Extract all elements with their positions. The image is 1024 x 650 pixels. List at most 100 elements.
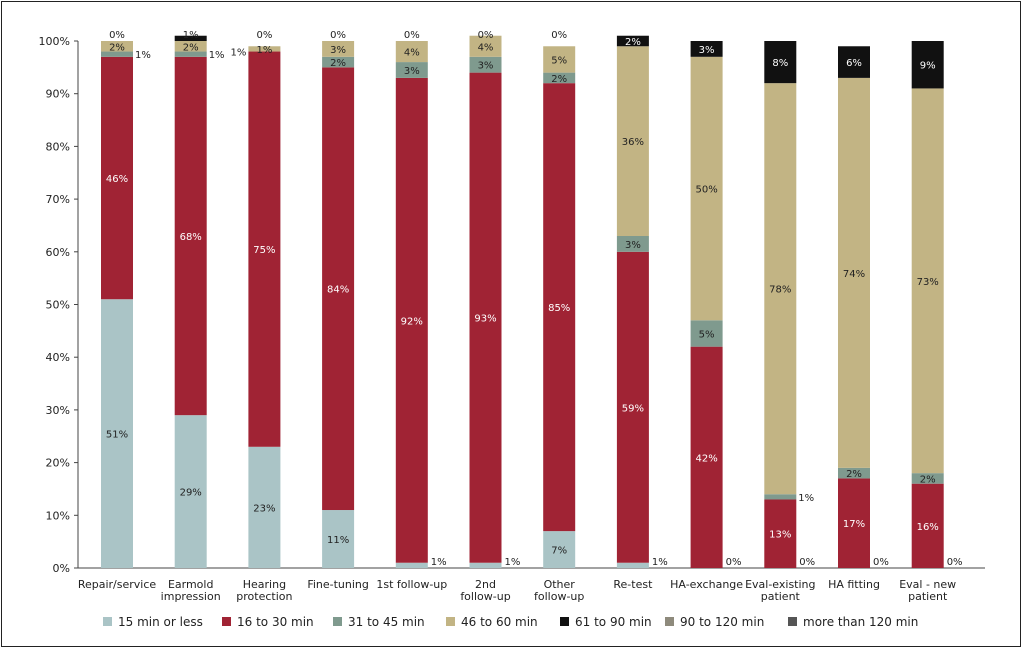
bar-segment	[395, 77, 428, 563]
bars-layer	[101, 35, 944, 568]
y-tick-label: 70%	[46, 193, 70, 206]
x-tick-label-line: Hearing	[243, 578, 286, 591]
y-tick-label: 30%	[46, 404, 70, 417]
bar-segment	[101, 51, 133, 57]
bar-segment	[174, 35, 207, 41]
bar-segment	[248, 51, 281, 447]
bar-segment	[764, 499, 797, 568]
bar-segment	[395, 562, 428, 568]
data-label: 3%	[625, 240, 641, 251]
bar-segment	[543, 531, 576, 568]
bar-segment	[395, 41, 428, 63]
data-label: 74%	[843, 269, 865, 280]
bar-segment	[690, 56, 723, 321]
data-label: 2%	[846, 469, 862, 480]
bar-segment	[174, 56, 207, 416]
bar-segment	[838, 467, 870, 479]
bar-segment	[101, 41, 133, 52]
labels-layer: 51%46%1%2%0%29%68%1%2%1%23%75%1%0%11%84%…	[106, 30, 963, 568]
bar-segment	[838, 478, 870, 568]
bar-segment	[690, 346, 723, 568]
data-label: 75%	[253, 245, 275, 256]
legend-swatch	[222, 617, 231, 626]
x-tick-label: Eval-existing patient	[745, 578, 815, 603]
data-label: 0%	[478, 30, 494, 41]
legend-label: more than 120 min	[803, 615, 918, 629]
x-tick-label-line: Fine-tuning	[307, 578, 369, 591]
data-label: 8%	[772, 58, 788, 69]
x-tick-label-line: Re-test	[613, 578, 653, 591]
legend-swatch	[333, 617, 342, 626]
y-tick-label: 40%	[46, 351, 70, 364]
data-label: 23%	[253, 503, 275, 514]
bar-segment	[248, 446, 281, 568]
data-label: 2%	[625, 37, 641, 48]
data-label: 6%	[846, 58, 862, 69]
legend-swatch	[560, 617, 569, 626]
data-label: 0%	[256, 30, 272, 41]
data-label: 1%	[231, 48, 247, 59]
data-label: 1%	[652, 557, 668, 568]
data-label: 46%	[106, 174, 128, 185]
data-label: 73%	[917, 277, 939, 288]
data-label: 7%	[551, 546, 567, 557]
bar-segment	[174, 51, 207, 57]
data-label: 2%	[330, 58, 346, 69]
x-tick-label-line: Repair/service	[78, 578, 157, 591]
x-tick-label: 2nd follow-up	[460, 578, 510, 603]
data-label: 17%	[843, 519, 865, 530]
data-label: 42%	[695, 453, 717, 464]
bar-segment	[469, 56, 502, 73]
bar-segment	[764, 83, 797, 495]
data-label: 0%	[404, 30, 420, 41]
x-tick-label: HA-exchange	[670, 578, 743, 591]
bar-segment	[616, 235, 649, 252]
data-label: 4%	[478, 42, 494, 53]
bar-segment	[395, 62, 428, 78]
data-label: 16%	[917, 522, 939, 533]
x-tick-label-line: 1st follow-up	[376, 578, 447, 591]
x-tick-label-line: HA fitting	[828, 578, 880, 591]
legend: 15 min or less 16 to 30 min 31 to 45 min 46…	[103, 615, 918, 629]
bar-segment	[838, 77, 870, 468]
legend-swatch	[788, 617, 797, 626]
data-label: 29%	[180, 488, 202, 499]
data-label: 84%	[327, 285, 349, 296]
data-label: 78%	[769, 285, 791, 296]
x-tick-label: Repair/service	[78, 578, 157, 591]
data-label: 50%	[695, 185, 717, 196]
bar-segment	[911, 473, 944, 484]
x-tick-label: Eval - new patient	[899, 578, 956, 603]
data-label: 0%	[726, 557, 742, 568]
bar-segment	[616, 251, 649, 563]
legend-swatch	[103, 617, 112, 626]
x-tick-label-line: Other	[544, 578, 576, 591]
data-label: 0%	[799, 557, 815, 568]
y-tick-label: 10%	[46, 509, 70, 522]
bar-segment	[690, 41, 723, 57]
data-label: 68%	[180, 232, 202, 243]
data-label: 1%	[798, 493, 814, 504]
data-label: 3%	[478, 61, 494, 72]
x-tick-label-line: protection	[236, 590, 292, 603]
data-label: 59%	[622, 403, 644, 414]
legend-label: 31 to 45 min	[348, 615, 425, 629]
bar-segment	[322, 41, 355, 57]
x-tick-label-line: patient	[908, 590, 948, 603]
data-label: 2%	[920, 474, 936, 485]
bar-segment	[911, 483, 944, 568]
data-label: 51%	[106, 430, 128, 441]
y-tick-label: 80%	[46, 140, 70, 153]
bar-segment	[616, 46, 649, 236]
data-label: 2%	[551, 74, 567, 85]
data-label: 0%	[330, 30, 346, 41]
data-label: 0%	[947, 557, 963, 568]
y-tick-label: 90%	[46, 88, 70, 101]
bar-segment	[764, 41, 797, 84]
bar-segment	[911, 88, 944, 474]
data-label: 13%	[769, 530, 791, 541]
x-tick-label: HA fitting	[828, 578, 880, 591]
data-label: 3%	[330, 45, 346, 56]
legend-label: 15 min or less	[118, 615, 203, 629]
data-label: 5%	[699, 329, 715, 340]
